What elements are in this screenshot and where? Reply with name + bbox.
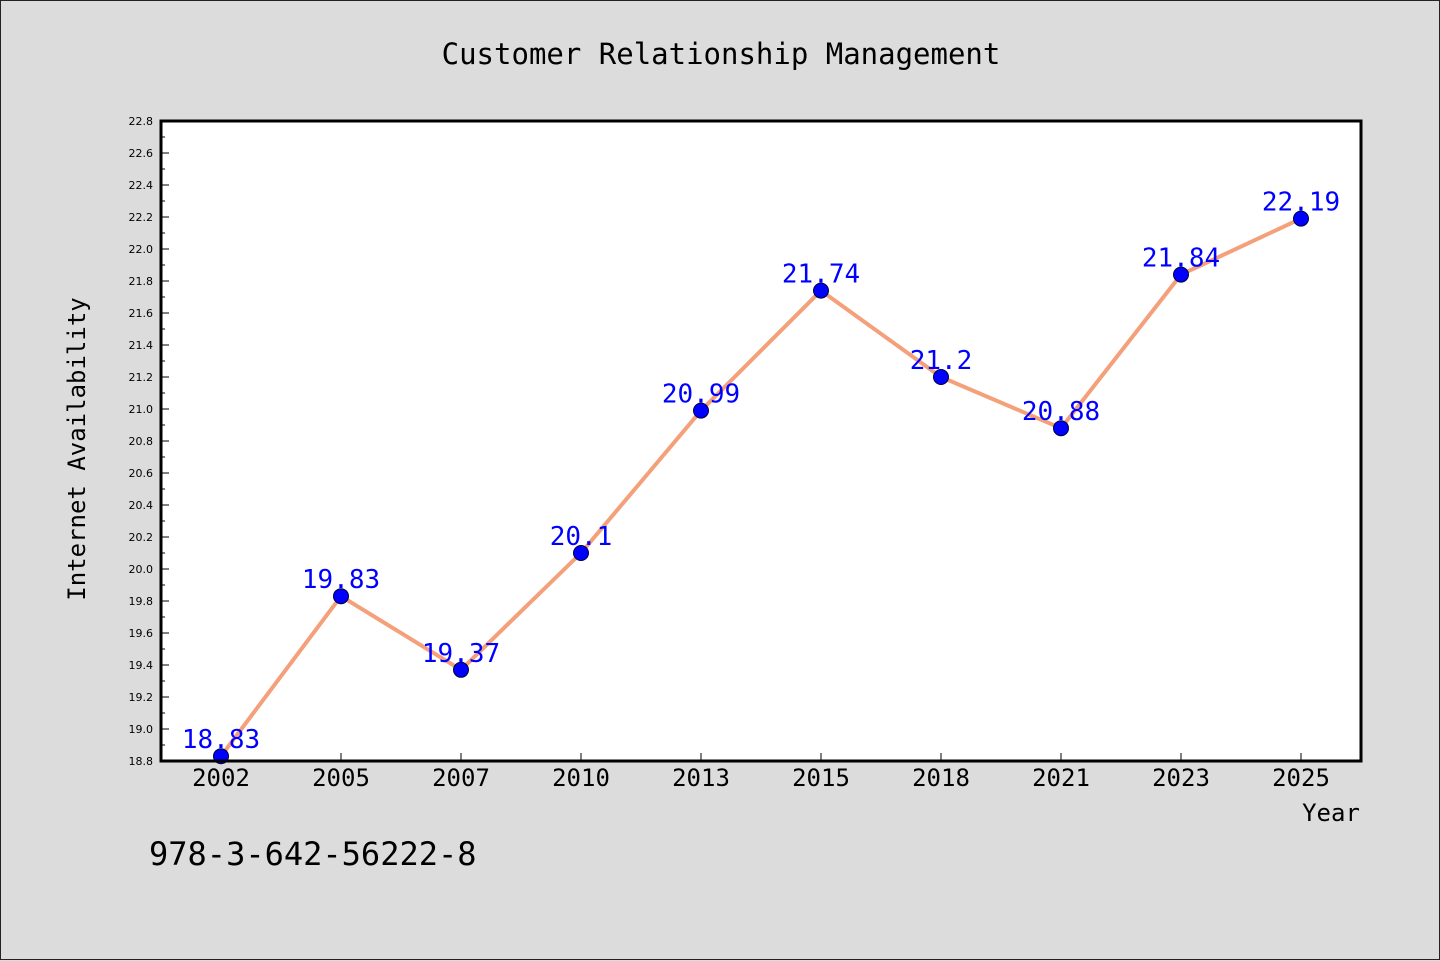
series-line xyxy=(219,216,1302,758)
y-tick-label: 21.0 xyxy=(129,403,154,416)
x-axis: 2002 2005 2007 2010 2013 2015 2018 2021 2023 2025 xyxy=(192,753,1330,792)
x-tick-label: 2018 xyxy=(912,764,970,792)
y-tick-label: 20.4 xyxy=(129,499,154,512)
y-tick-label: 22.8 xyxy=(129,115,154,128)
x-axis-label: Year xyxy=(1302,799,1360,827)
y-tick-label: 19.0 xyxy=(129,723,154,736)
x-tick-label: 2013 xyxy=(672,764,730,792)
data-point xyxy=(1173,266,1189,283)
y-tick-label: 19.4 xyxy=(129,659,154,672)
y-tick-label: 21.6 xyxy=(129,307,154,320)
y-tick-label: 20.8 xyxy=(129,435,154,448)
y-axis: 18.8 19.0 19.2 19.4 19.6 19.8 20.0 20.2 20.4 20.6… xyxy=(129,115,169,768)
data-point xyxy=(453,661,469,678)
data-label: 18.83 xyxy=(182,725,260,755)
y-tick-label: 22.2 xyxy=(129,211,154,224)
data-label: 21.2 xyxy=(910,346,973,376)
y-tick-label: 20.0 xyxy=(129,563,154,576)
x-tick-label: 2015 xyxy=(792,764,850,792)
y-tick-label: 19.6 xyxy=(129,627,154,640)
plot-border xyxy=(159,119,1363,763)
y-tick-label: 20.6 xyxy=(129,467,154,480)
x-tick-label: 2021 xyxy=(1032,764,1090,792)
data-point xyxy=(1293,210,1309,227)
data-point xyxy=(573,545,589,561)
y-tick-label: 20.2 xyxy=(129,531,154,544)
data-label: 20.88 xyxy=(1022,397,1100,427)
y-axis-label: Internet Availability xyxy=(63,297,91,600)
data-label: 21.84 xyxy=(1142,244,1220,274)
data-point xyxy=(933,369,949,385)
y-tick-label: 21.4 xyxy=(129,339,154,352)
y-tick-label: 19.2 xyxy=(129,691,154,704)
plot-area xyxy=(161,121,1361,761)
data-label: 22.19 xyxy=(1262,188,1340,218)
x-tick-label: 2023 xyxy=(1152,764,1210,792)
y-tick-label: 21.2 xyxy=(129,371,154,384)
data-point xyxy=(813,282,829,299)
series-group xyxy=(213,210,1309,765)
data-label: 19.37 xyxy=(422,639,500,669)
chart-title: Customer Relationship Management xyxy=(442,37,1001,71)
y-tick-label: 22.0 xyxy=(129,243,154,256)
data-label: 19.83 xyxy=(302,565,380,595)
footnote-isbn: 978-3-642-56222-8 xyxy=(149,835,477,873)
y-tick-label: 22.4 xyxy=(129,179,154,192)
data-point xyxy=(333,588,349,605)
y-tick-label: 21.8 xyxy=(129,275,154,288)
y-tick-label: 18.8 xyxy=(129,755,154,768)
data-point xyxy=(1053,420,1069,437)
data-label: 20.1 xyxy=(550,522,613,552)
y-tick-label: 22.6 xyxy=(129,147,154,160)
data-label-group: 18.83 19.83 19.37 20.1 20.99 21.74 21.2 20.88 21… xyxy=(182,188,1340,756)
x-tick-label: 2005 xyxy=(312,764,370,792)
data-point xyxy=(693,402,709,419)
x-tick-label: 2002 xyxy=(192,764,250,792)
y-tick-label: 19.8 xyxy=(129,595,154,608)
x-tick-label: 2010 xyxy=(552,764,610,792)
data-label: 21.74 xyxy=(782,260,860,290)
x-tick-label: 2007 xyxy=(432,764,490,792)
x-tick-label: 2025 xyxy=(1272,764,1330,792)
data-label: 20.99 xyxy=(662,380,740,410)
